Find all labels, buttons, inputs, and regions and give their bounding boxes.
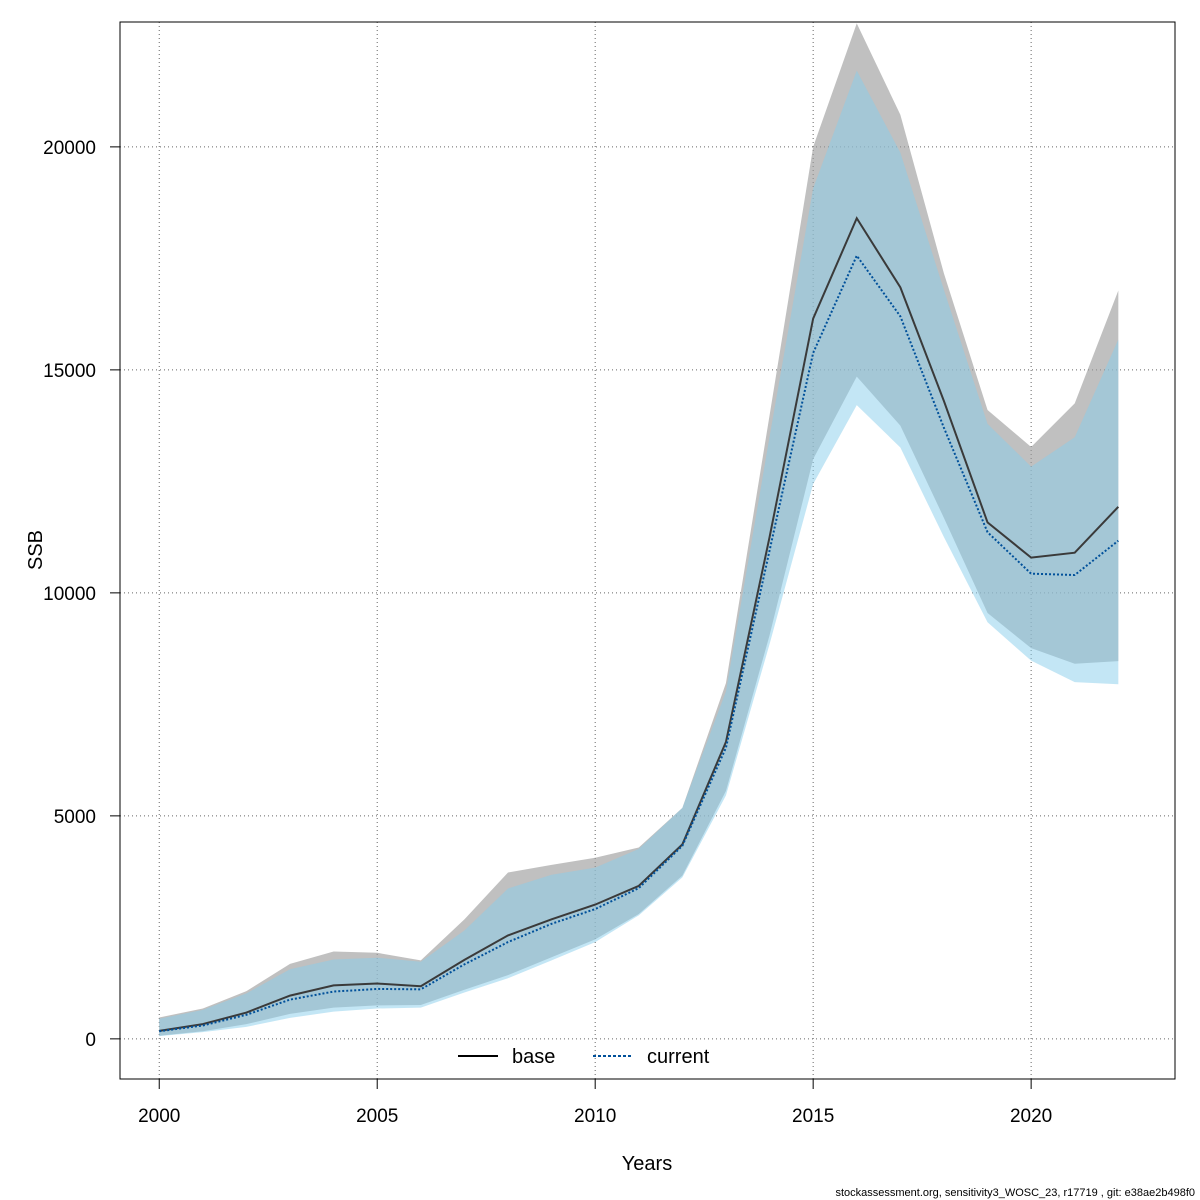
series-line-base bbox=[159, 216, 1120, 1032]
legend-label-base: base bbox=[512, 1046, 555, 1068]
y-axis: 0 5000 10000 15000 20000 bbox=[43, 138, 121, 1051]
legend-label-current: current bbox=[647, 1046, 710, 1068]
y-tick-label: 0 bbox=[85, 1030, 96, 1051]
y-tick-label: 15000 bbox=[43, 361, 96, 382]
x-axis-title: Years bbox=[622, 1153, 672, 1175]
y-tick-label: 10000 bbox=[43, 584, 96, 605]
x-tick-label: 2010 bbox=[574, 1106, 616, 1127]
confidence-bands bbox=[159, 23, 1119, 1037]
y-axis-title: SSB bbox=[25, 530, 47, 570]
x-tick-label: 2000 bbox=[138, 1106, 180, 1127]
x-tick-label: 2005 bbox=[356, 1106, 398, 1127]
series-lines bbox=[159, 216, 1120, 1033]
confidence-band-current bbox=[159, 70, 1119, 1037]
y-tick-label: 5000 bbox=[54, 807, 96, 828]
legend: base current bbox=[458, 1046, 710, 1068]
footer-note: stockassessment.org, sensitivity3_WOSC_2… bbox=[835, 1187, 1195, 1199]
y-tick-label: 20000 bbox=[43, 138, 96, 159]
x-axis: 2000 2005 2010 2015 2020 bbox=[138, 1078, 1052, 1127]
x-tick-label: 2020 bbox=[1010, 1106, 1052, 1127]
x-tick-label: 2015 bbox=[792, 1106, 834, 1127]
series-line-current bbox=[159, 253, 1119, 1033]
